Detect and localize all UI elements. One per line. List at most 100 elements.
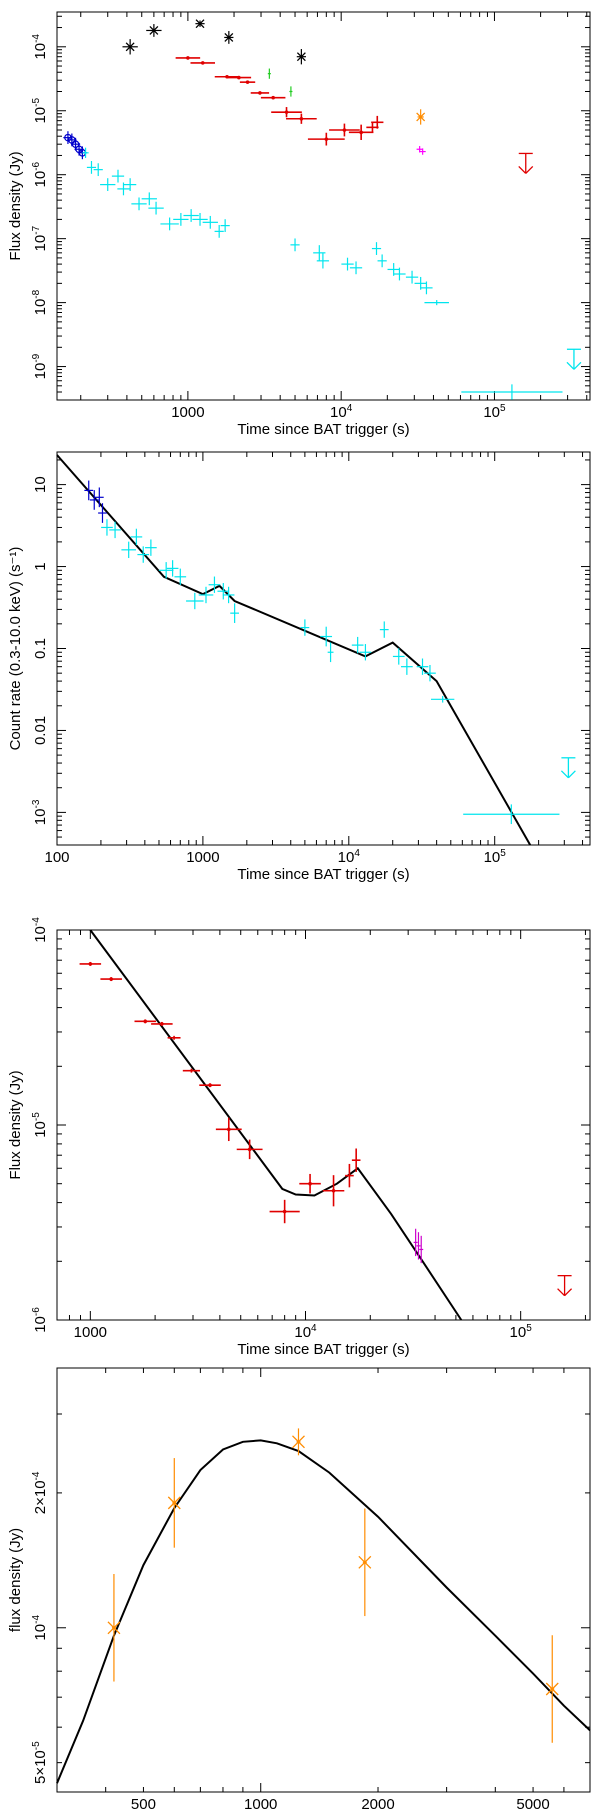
plot-frame [56,929,591,1321]
data-point [79,961,102,966]
panel-1-flux-density-lightcurve: 1000 104 105 10-4 10-5 10-6 10-7 10-8 10-9 Time s… [7,11,591,438]
data-point [351,636,364,654]
data-point [416,658,429,675]
upper-limit-arrowhead [557,1288,566,1297]
data-point [167,1035,181,1040]
dot-marker [245,80,250,84]
dot-marker [271,95,275,100]
y-tick-label: 10-6 [31,1307,49,1333]
data-point [416,1232,421,1260]
data-point [101,519,113,536]
data-point [220,219,230,232]
data-point [208,576,221,593]
data-point [199,1083,221,1088]
dot-marker [299,116,304,121]
y-tick-label: 10-4 [31,34,49,60]
upper-limit-arrowhead [560,770,569,779]
data-point [345,1163,354,1188]
x-tick-label: 104 [294,1323,317,1341]
dot-marker [247,1147,252,1152]
data-point [82,147,89,158]
data-point [401,658,413,675]
series-magenta [416,146,426,155]
plot-frame [56,451,591,846]
data-point [160,217,179,231]
dot-marker [237,75,241,80]
model-curve [56,1439,591,1784]
dot-marker [308,1181,312,1186]
cross-marker [224,32,234,42]
series-blue [84,480,107,523]
data-point [351,1148,361,1172]
y-tick-label: 2×10-4 [31,1471,49,1514]
data-point [250,91,270,95]
y-tick-label: 0.1 [32,638,49,659]
data-point [320,626,333,647]
dot-marker [258,91,262,95]
data-point [299,1173,321,1194]
dot-marker [109,977,113,981]
data-point [269,1199,300,1224]
data-point [236,1139,263,1160]
cross-marker [167,1496,181,1510]
data-point [89,490,99,510]
series-cyan [82,147,563,400]
data-point [148,201,164,215]
data-point [300,619,310,636]
data-point [424,664,436,682]
data-point [121,541,136,559]
data-point [307,132,345,146]
data-point [158,562,174,579]
x-tick-label: 1000 [74,1324,107,1341]
data-point [393,267,406,281]
data-point [93,163,103,177]
series-green [267,68,293,97]
cross-marker [545,1682,559,1696]
data-point [100,977,122,982]
cross-marker [358,1555,372,1569]
data-point [98,503,107,523]
data-point [271,107,302,118]
cross-marker [296,52,306,62]
x-tick-label: 100 [44,849,69,866]
data-point [290,238,300,252]
data-point [239,80,256,84]
data-point [86,161,97,174]
data-point [419,148,426,155]
x-tick-label: 2000 [361,1796,394,1813]
data-point [349,261,363,275]
panel-4-early-flux-density: 500 1000 2000 5000 5×10-5 10-4 2×10-4 time sinc… [7,1367,591,1815]
plot-frame [56,1367,591,1793]
y-tick-label: 10-4 [31,1615,49,1641]
data-point [313,245,326,261]
data-point [175,56,201,60]
dot-marker [208,1083,212,1087]
data-point [316,253,330,269]
data-point [416,109,426,125]
x-tick-label: 105 [510,1323,533,1341]
data-point [222,586,235,604]
data-point [329,123,360,137]
data-point [124,178,137,192]
data-point [292,1428,305,1456]
upper-limit-arrowhead [564,1288,573,1297]
data-point [100,178,116,192]
x-tick-label: 1000 [186,849,219,866]
data-point [215,1117,242,1142]
model-curve [89,929,463,1321]
cross-marker [125,42,135,52]
series-black [122,19,306,65]
y-tick-label: 10-4 [31,917,49,943]
upper-limit-arrowhead [518,165,527,174]
upper-limit-arrowhead [567,770,576,779]
data-point [202,215,218,229]
data-point [545,1635,559,1743]
data-point [289,86,293,97]
cross-marker [107,1621,121,1635]
data-point [122,39,138,55]
data-point [174,568,187,585]
dot-marker [226,1127,231,1132]
y-tick-label: 10-9 [31,353,49,379]
data-point [230,603,240,623]
